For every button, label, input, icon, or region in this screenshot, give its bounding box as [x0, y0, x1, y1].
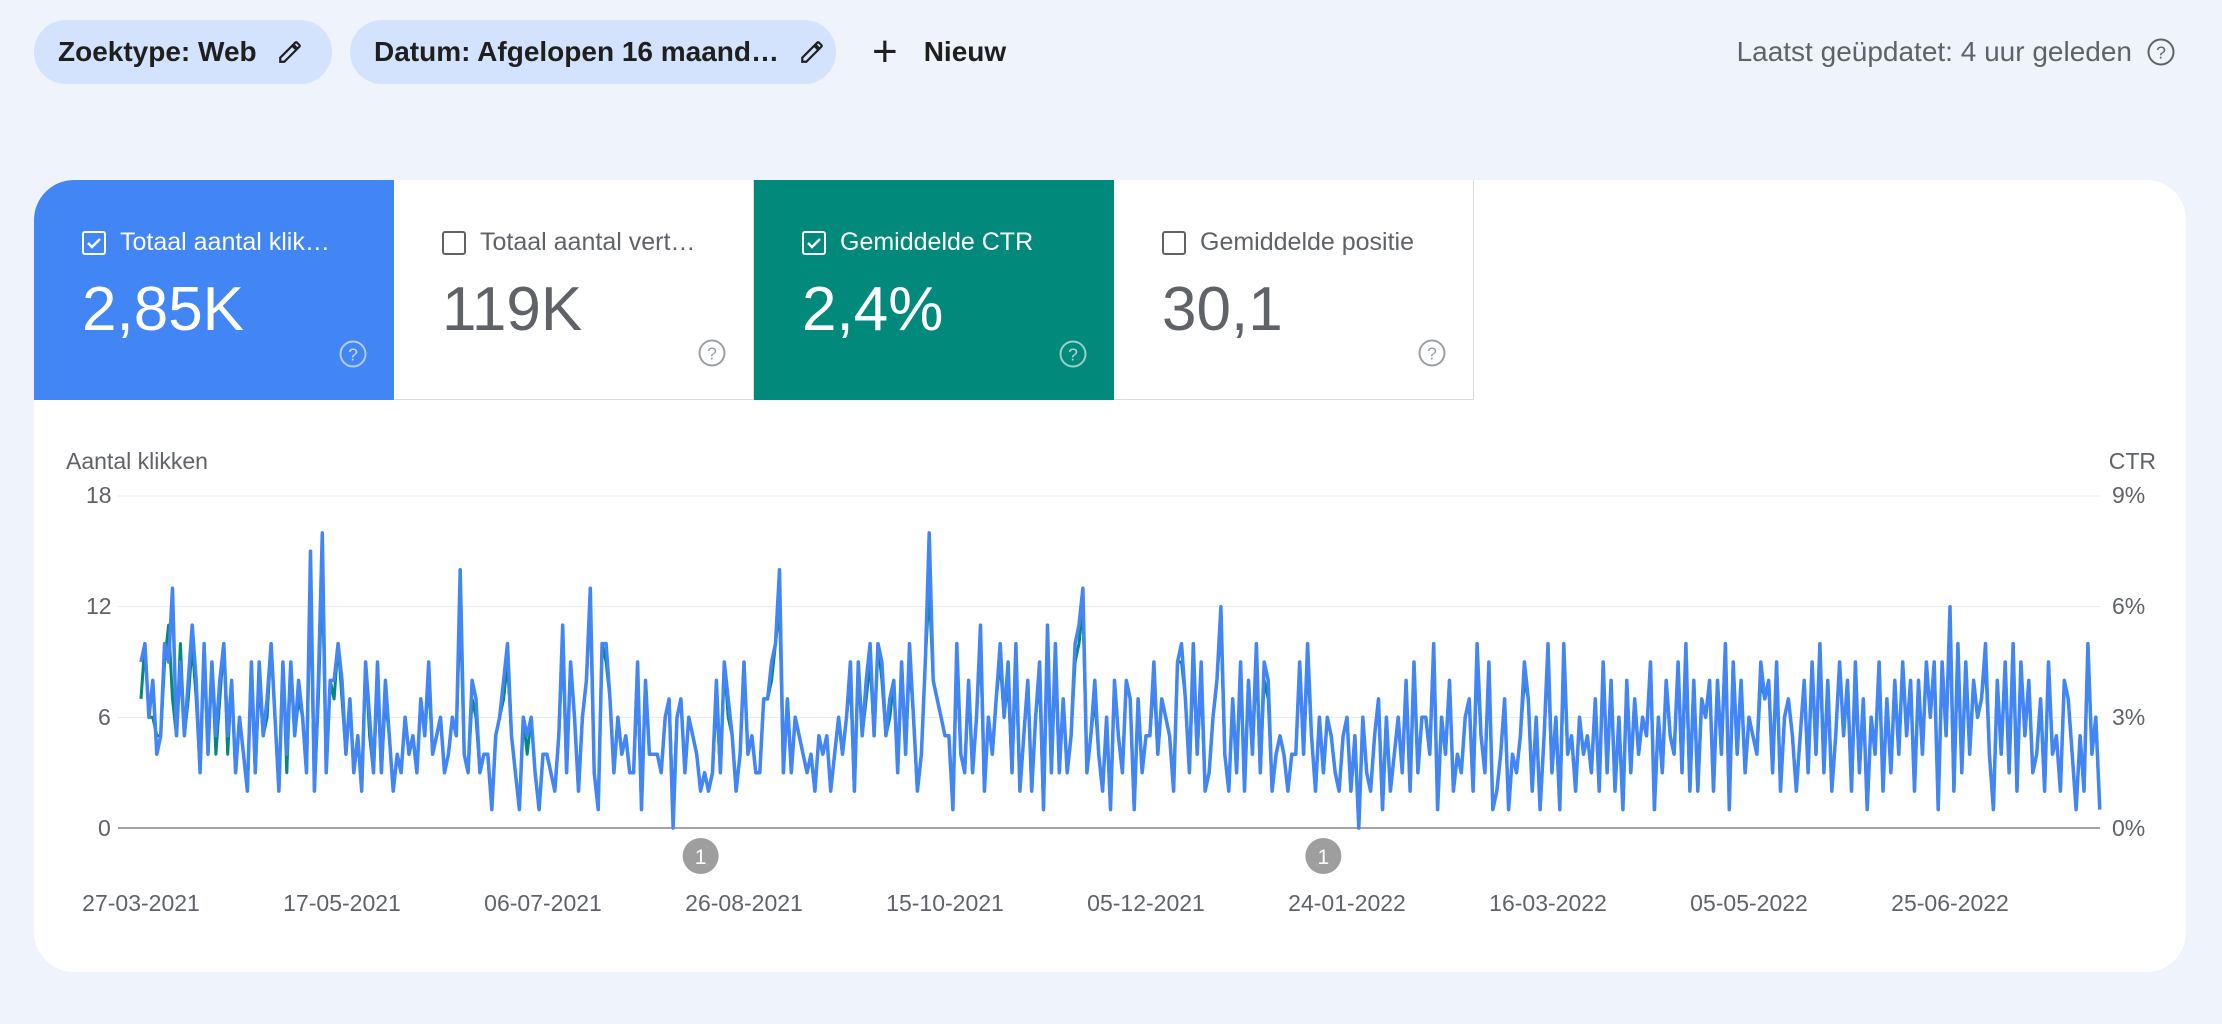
last-updated-status: Laatst geüpdatet: 4 uur geleden ?	[1737, 20, 2176, 84]
date-filter-label: Datum: Afgelopen 16 maand…	[374, 36, 780, 67]
annotation-label: 1	[695, 846, 707, 869]
edit-pencil-icon[interactable]	[799, 39, 825, 65]
metric-card-clicks[interactable]: Totaal aantal klik… 2,85K ?	[34, 180, 394, 400]
help-icon[interactable]: ?	[338, 339, 368, 374]
checkbox-unchecked-icon[interactable]	[442, 230, 466, 255]
date-filter-chip[interactable]: Datum: Afgelopen 16 maand…	[350, 20, 836, 84]
svg-text:?: ?	[1427, 343, 1437, 363]
checkbox-checked-icon[interactable]	[82, 230, 106, 255]
metric-value: 2,85K	[82, 275, 245, 344]
metric-card-ctr[interactable]: Gemiddelde CTR 2,4% ?	[754, 180, 1114, 400]
metric-card-position[interactable]: Gemiddelde positie 30,1 ?	[1114, 180, 1474, 400]
help-icon[interactable]: ?	[697, 338, 727, 373]
new-filter-label: Nieuw	[923, 36, 1007, 67]
svg-text:?: ?	[348, 344, 358, 364]
search-type-filter-label: Zoektype: Web	[58, 36, 257, 67]
y-axis-title-right: CTR	[2108, 448, 2156, 474]
x-tick: 26-08-2021	[685, 890, 803, 916]
y-tick-right: 9%	[2112, 482, 2146, 508]
performance-panel: Totaal aantal klik… 2,85K ? Totaal aanta…	[34, 180, 2186, 972]
metric-label: Totaal aantal klik…	[120, 228, 330, 256]
x-tick: 17-05-2021	[283, 890, 401, 916]
x-tick: 05-12-2021	[1087, 890, 1205, 916]
checkbox-unchecked-icon[interactable]	[1162, 230, 1186, 255]
x-tick: 16-03-2022	[1489, 890, 1607, 916]
help-icon[interactable]: ?	[1058, 339, 1088, 374]
x-tick: 06-07-2021	[484, 890, 602, 916]
metric-label: Totaal aantal vert…	[480, 228, 696, 256]
help-icon[interactable]: ?	[2146, 37, 2176, 67]
svg-text:?: ?	[2156, 42, 2166, 62]
new-filter-button[interactable]: + Nieuw	[872, 20, 1006, 84]
svg-text:?: ?	[707, 343, 717, 363]
annotation-label: 1	[1318, 846, 1330, 869]
y-tick-right: 0%	[2112, 815, 2146, 841]
annotation-marker[interactable]: 1	[1305, 838, 1342, 874]
metric-value: 2,4%	[802, 275, 944, 344]
metric-value: 30,1	[1162, 275, 1283, 344]
plus-icon: +	[872, 27, 898, 76]
metric-label: Gemiddelde CTR	[840, 228, 1034, 256]
y-tick-right: 6%	[2112, 593, 2146, 619]
metric-card-impressions[interactable]: Totaal aantal vert… 119K ?	[394, 180, 754, 400]
edit-pencil-icon[interactable]	[277, 39, 303, 65]
x-tick: 15-10-2021	[886, 890, 1004, 916]
svg-text:?: ?	[1068, 344, 1078, 364]
clicks-series-line	[139, 531, 2102, 830]
y-tick-left: 18	[86, 482, 112, 508]
y-tick-left: 12	[86, 593, 112, 619]
x-tick: 05-05-2022	[1690, 890, 1808, 916]
help-icon[interactable]: ?	[1417, 338, 1447, 373]
search-type-filter-chip[interactable]: Zoektype: Web	[34, 20, 332, 84]
y-axis-title-left: Aantal klikken	[66, 448, 208, 474]
metric-value: 119K	[442, 275, 583, 344]
x-tick: 27-03-2021	[82, 890, 200, 916]
annotation-marker[interactable]: 1	[682, 838, 719, 874]
y-tick-right: 3%	[2112, 704, 2146, 730]
checkbox-checked-icon[interactable]	[802, 230, 826, 255]
y-tick-left: 6	[98, 704, 111, 730]
x-tick: 25-06-2022	[1891, 890, 2009, 916]
last-updated-text: Laatst geüpdatet: 4 uur geleden	[1736, 36, 2132, 67]
y-tick-left: 0	[98, 815, 111, 841]
x-tick: 24-01-2022	[1288, 890, 1406, 916]
metric-label: Gemiddelde positie	[1200, 228, 1415, 256]
